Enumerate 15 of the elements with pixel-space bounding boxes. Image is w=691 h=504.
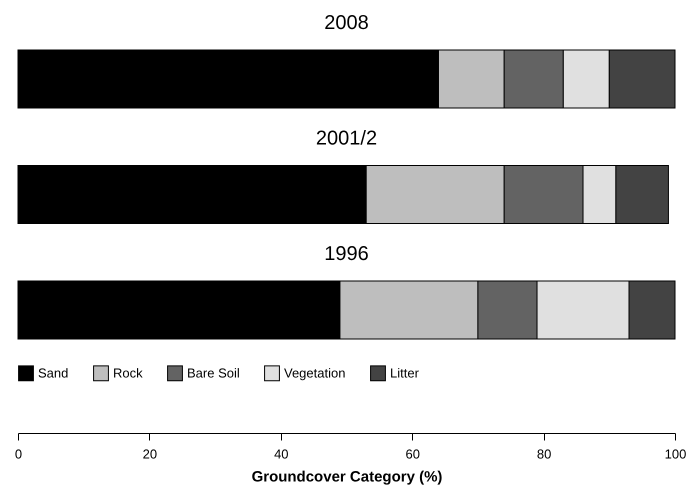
legend-label: Bare Soil (187, 365, 240, 380)
legend-label: Vegetation (284, 365, 346, 380)
x-tick-label: 40 (274, 446, 289, 462)
x-tick-label: 100 (664, 446, 686, 462)
legend-label: Sand (38, 365, 68, 380)
x-tick-label: 80 (536, 446, 552, 462)
y-tick-label: 2008 (324, 12, 369, 34)
x-tick-label: 60 (405, 446, 420, 462)
x-axis-title: Groundcover Category (%) (252, 468, 442, 486)
legend-label: Rock (113, 365, 144, 380)
y-tick-label: 1996 (324, 243, 369, 266)
x-tick-label: 0 (14, 446, 22, 462)
legend-label: Litter (390, 365, 420, 380)
x-tick-label: 20 (142, 446, 158, 462)
y-tick-label: 2001/2 (316, 128, 378, 150)
